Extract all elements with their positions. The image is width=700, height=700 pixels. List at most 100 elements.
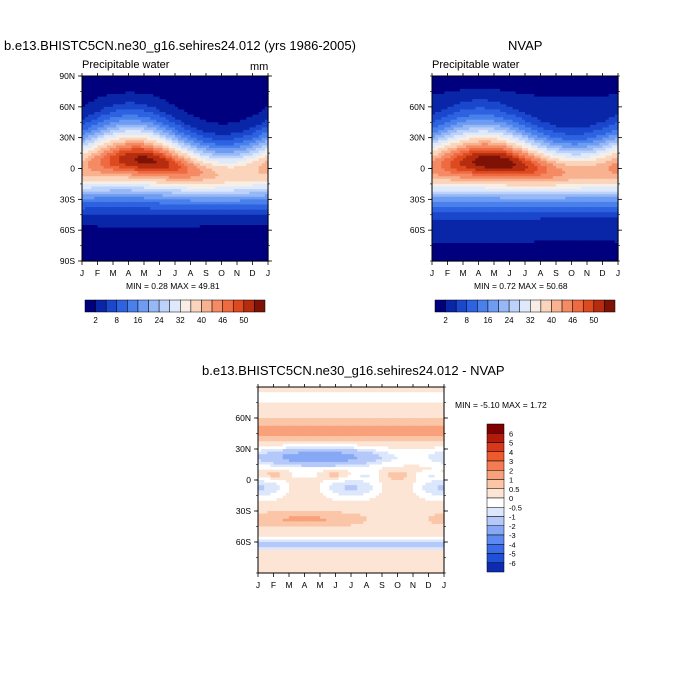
panel3-title: b.e13.BHISTC5CN.ne30_g16.sehires24.012 -… bbox=[202, 363, 505, 378]
colorbar-label: 2 bbox=[93, 316, 98, 325]
colorbar-swatch bbox=[486, 460, 505, 471]
panel1-colorbar: 2 8 16 24 32 40 46 50 bbox=[84, 299, 266, 325]
panel1-xtick-label: O bbox=[218, 268, 225, 278]
colorbar-swatch bbox=[127, 299, 139, 313]
colorbar-swatch bbox=[519, 299, 531, 313]
colorbar-swatch bbox=[477, 299, 489, 313]
panel2-xtick-label: J bbox=[523, 268, 527, 278]
colorbar-swatch bbox=[486, 488, 505, 499]
panel2-xtick-label: N bbox=[584, 268, 590, 278]
panel3-ytick-label: 60N bbox=[235, 413, 251, 423]
panel3-ytick-label: 0 bbox=[246, 475, 251, 485]
colorbar-swatch bbox=[486, 534, 505, 545]
panel1-max: 49.81 bbox=[198, 281, 220, 291]
colorbar-swatch bbox=[486, 562, 505, 573]
colorbar-swatch bbox=[201, 299, 213, 313]
colorbar-swatch bbox=[582, 299, 595, 313]
colorbar-swatch bbox=[486, 544, 505, 554]
panel3-xtick-label: M bbox=[285, 580, 292, 590]
colorbar-label: 24 bbox=[155, 316, 164, 325]
panel1-xtick-label: F bbox=[95, 268, 100, 278]
panel2-subtitle: Precipitable water bbox=[432, 59, 520, 71]
panel3-xtick-label: S bbox=[379, 580, 385, 590]
panel2-ytick-label: 30S bbox=[410, 194, 425, 204]
panel1-minmax: MIN = 0.28 MAX = 49.81 bbox=[126, 281, 220, 291]
colorbar-swatch bbox=[254, 299, 266, 313]
panel2-minmax: MIN = 0.72 MAX = 50.68 bbox=[474, 281, 568, 291]
colorbar-label: -5 bbox=[509, 550, 516, 559]
colorbar-swatch bbox=[498, 299, 510, 313]
colorbar-label: 1 bbox=[509, 476, 513, 485]
colorbar-swatch bbox=[95, 299, 107, 313]
colorbar-swatch bbox=[593, 299, 605, 313]
colorbar-swatch bbox=[486, 470, 505, 480]
colorbar-swatch bbox=[105, 299, 118, 313]
colorbar-swatch bbox=[148, 299, 160, 313]
panel1-ytick-label: 30S bbox=[60, 194, 75, 204]
panel2-xtick-label: M bbox=[490, 268, 497, 278]
colorbar-label: -0.5 bbox=[509, 503, 522, 512]
panel2-xtick-label: D bbox=[599, 268, 605, 278]
panel3-minmax: MIN = -5.10 MAX = 1.72 bbox=[455, 400, 547, 410]
panel3-max: 1.72 bbox=[530, 400, 547, 410]
panel2-xtick-label: O bbox=[568, 268, 575, 278]
panel1-xtick-label: D bbox=[249, 268, 255, 278]
panel3-xtick-label: A bbox=[364, 580, 370, 590]
panel2-ytick-label: 60N bbox=[409, 102, 425, 112]
colorbar-label: 40 bbox=[547, 316, 556, 325]
panel3-ytick-label: 30N bbox=[235, 444, 251, 454]
panel1-ytick-label: 30N bbox=[59, 133, 75, 143]
panel2-title: NVAP bbox=[508, 38, 543, 53]
colorbar-swatch bbox=[158, 299, 170, 313]
colorbar-swatch bbox=[243, 299, 255, 313]
panel1-ytick-label: 90N bbox=[59, 71, 75, 81]
panel1-xtick-label: M bbox=[109, 268, 116, 278]
panel3-xtick-label: J bbox=[256, 580, 260, 590]
panel1-xtick-label: J bbox=[80, 268, 84, 278]
colorbar-label: 4 bbox=[509, 448, 513, 457]
panel1-xtick-label: N bbox=[234, 268, 240, 278]
panel2-max: 50.68 bbox=[546, 281, 568, 291]
panel3-xtick-label: J bbox=[349, 580, 353, 590]
panel1-ytick-label: 60N bbox=[59, 102, 75, 112]
colorbar-swatch bbox=[190, 299, 202, 313]
colorbar-swatch bbox=[137, 299, 149, 313]
colorbar-label: -3 bbox=[509, 531, 516, 540]
panel1-xtick-label: M bbox=[140, 268, 147, 278]
panel1-xtick-label: J bbox=[173, 268, 177, 278]
colorbar-label: 24 bbox=[505, 316, 514, 325]
colorbar-swatch bbox=[486, 507, 505, 517]
colorbar-swatch bbox=[572, 299, 584, 313]
colorbar-label: 46 bbox=[568, 316, 577, 325]
panel3-xtick-label: N bbox=[410, 580, 416, 590]
panel3-xtick-label: J bbox=[442, 580, 446, 590]
colorbar-label: 8 bbox=[115, 316, 120, 325]
colorbar-swatch bbox=[84, 299, 96, 313]
panel3-ytick-label: 30S bbox=[236, 506, 251, 516]
panel3-ytick-label: 60S bbox=[236, 537, 251, 547]
colorbar-label: 2 bbox=[443, 316, 448, 325]
panel3-xtick-label: F bbox=[271, 580, 276, 590]
panel1-ytick-label: 0 bbox=[70, 164, 75, 174]
colorbar-label: -4 bbox=[509, 540, 516, 549]
colorbar-swatch bbox=[466, 299, 478, 313]
panel1-units: mm bbox=[250, 61, 269, 73]
colorbar-swatch bbox=[486, 516, 505, 526]
colorbar-label: 0.5 bbox=[509, 485, 519, 494]
panel1-min: 0.28 bbox=[151, 281, 168, 291]
colorbar-swatch bbox=[232, 299, 245, 313]
colorbar-swatch bbox=[486, 553, 505, 563]
panel2-colorbar: 2 8 16 24 32 40 46 50 bbox=[434, 299, 616, 325]
panel1-xtick-label: J bbox=[157, 268, 161, 278]
colorbar-swatch bbox=[604, 299, 616, 313]
colorbar-label: 16 bbox=[483, 316, 492, 325]
colorbar-swatch bbox=[487, 299, 499, 313]
colorbar-swatch bbox=[180, 299, 192, 313]
colorbar-label: 50 bbox=[589, 316, 598, 325]
colorbar-swatch bbox=[222, 299, 234, 313]
colorbar-swatch bbox=[445, 299, 457, 313]
